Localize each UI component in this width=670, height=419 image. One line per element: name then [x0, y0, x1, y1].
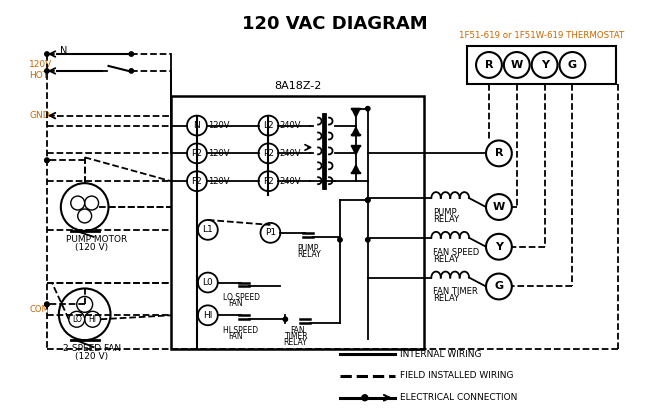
Text: G: G: [494, 282, 503, 292]
Text: FAN: FAN: [228, 332, 243, 341]
Text: RELAY: RELAY: [433, 215, 460, 224]
Text: N: N: [194, 121, 200, 130]
Text: 120V: 120V: [208, 121, 229, 130]
Text: 2-SPEED FAN: 2-SPEED FAN: [63, 344, 121, 353]
Circle shape: [366, 198, 370, 202]
Text: P1: P1: [265, 228, 276, 237]
Text: RELAY: RELAY: [433, 295, 460, 303]
Bar: [467, 46, 616, 84]
Text: 120 VAC DIAGRAM: 120 VAC DIAGRAM: [242, 16, 428, 33]
Circle shape: [366, 198, 370, 202]
Text: 240V: 240V: [279, 121, 301, 130]
Circle shape: [366, 238, 370, 242]
Circle shape: [45, 69, 49, 73]
Circle shape: [366, 106, 370, 111]
Circle shape: [362, 395, 368, 401]
Circle shape: [45, 158, 49, 163]
Text: FAN: FAN: [290, 326, 305, 335]
Text: FAN TIMER: FAN TIMER: [433, 287, 478, 297]
Text: 240V: 240V: [279, 149, 301, 158]
Text: F2: F2: [263, 177, 274, 186]
Text: Y: Y: [495, 242, 503, 252]
Circle shape: [45, 158, 49, 163]
Polygon shape: [352, 146, 360, 154]
Text: RELAY: RELAY: [433, 255, 460, 264]
Text: HOT: HOT: [29, 71, 48, 80]
Text: 240V: 240V: [279, 177, 301, 186]
Text: P2: P2: [192, 149, 202, 158]
Text: Y: Y: [541, 60, 549, 70]
Text: W: W: [492, 202, 505, 212]
Text: PUMP: PUMP: [433, 208, 457, 217]
Text: 120V: 120V: [208, 149, 229, 158]
Text: W: W: [511, 60, 523, 70]
Text: FAN: FAN: [228, 300, 243, 308]
Text: HI: HI: [203, 311, 212, 320]
Text: ELECTRICAL CONNECTION: ELECTRICAL CONNECTION: [399, 393, 517, 402]
Text: (120 V): (120 V): [75, 243, 108, 252]
Text: L1: L1: [202, 225, 213, 234]
Text: G: G: [568, 60, 577, 70]
Bar: [171, 96, 424, 349]
Circle shape: [45, 52, 49, 56]
Polygon shape: [352, 165, 360, 173]
Circle shape: [45, 302, 49, 307]
Circle shape: [45, 302, 49, 307]
Text: LO: LO: [72, 315, 82, 324]
Text: R: R: [494, 148, 503, 158]
Text: COM: COM: [29, 305, 49, 314]
Text: PUMP MOTOR: PUMP MOTOR: [66, 235, 127, 244]
Polygon shape: [352, 109, 360, 116]
Circle shape: [338, 238, 342, 242]
Text: RELAY: RELAY: [283, 338, 307, 347]
Text: 8A18Z-2: 8A18Z-2: [274, 81, 322, 91]
Text: HI: HI: [88, 315, 96, 324]
Text: N: N: [60, 46, 68, 56]
Text: L0: L0: [202, 278, 213, 287]
Circle shape: [129, 52, 133, 56]
Text: P2: P2: [263, 149, 274, 158]
Text: L2: L2: [263, 121, 274, 130]
Text: 1F51-619 or 1F51W-619 THERMOSTAT: 1F51-619 or 1F51W-619 THERMOSTAT: [459, 31, 624, 40]
Text: RELAY: RELAY: [297, 250, 321, 259]
Text: 120V: 120V: [29, 60, 52, 70]
Polygon shape: [352, 127, 360, 135]
Text: FIELD INSTALLED WIRING: FIELD INSTALLED WIRING: [399, 371, 513, 380]
Text: FAN SPEED: FAN SPEED: [433, 248, 480, 257]
Text: LO SPEED: LO SPEED: [222, 293, 260, 303]
Circle shape: [283, 317, 287, 321]
Text: 120V: 120V: [208, 177, 229, 186]
Text: PUMP: PUMP: [297, 244, 319, 253]
Text: GND: GND: [29, 111, 50, 120]
Text: (120 V): (120 V): [75, 352, 108, 361]
Circle shape: [129, 69, 133, 73]
Text: F2: F2: [192, 177, 202, 186]
Text: R: R: [484, 60, 493, 70]
Text: INTERNAL WIRING: INTERNAL WIRING: [399, 349, 481, 359]
Text: HI SPEED: HI SPEED: [222, 326, 258, 335]
Text: TIMER: TIMER: [285, 332, 309, 341]
